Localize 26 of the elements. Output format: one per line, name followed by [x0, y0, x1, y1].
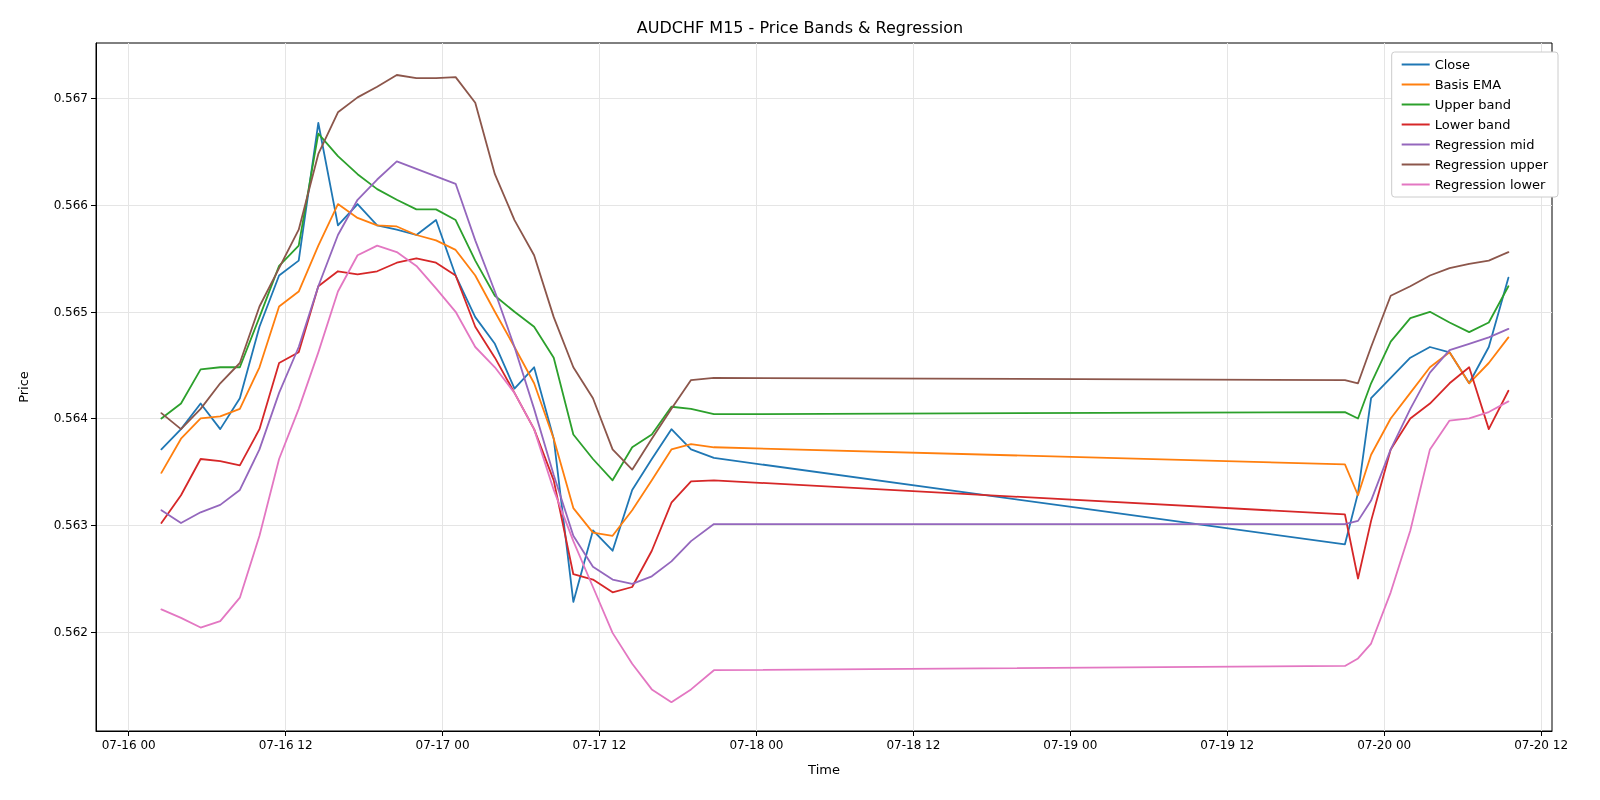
chart-title: AUDCHF M15 - Price Bands & Regression — [636, 17, 964, 37]
x-tick-label: 07-20 00 — [1357, 738, 1412, 752]
legend-label: Regression upper — [1434, 157, 1549, 172]
x-tick-label: 07-19 12 — [1200, 738, 1255, 752]
y-tick-label: 0.565 — [53, 304, 88, 319]
x-tick-label: 07-20 12 — [1514, 738, 1569, 752]
legend-label: Lower band — [1434, 117, 1511, 132]
x-axis-title: Time — [807, 762, 840, 777]
x-tick-label: 07-17 12 — [572, 738, 627, 752]
x-tick-label: 07-16 00 — [101, 738, 156, 752]
x-tick-label: 07-16 12 — [258, 738, 313, 752]
x-tick-label: 07-19 00 — [1043, 738, 1098, 752]
legend-label: Close — [1434, 57, 1471, 72]
y-tick-label: 0.562 — [53, 624, 88, 639]
legend-label: Regression mid — [1434, 137, 1535, 152]
y-axis-title: Price — [16, 371, 31, 403]
x-tick-label: 07-18 12 — [886, 738, 941, 752]
legend-label: Upper band — [1434, 97, 1511, 112]
x-tick-label: 07-18 00 — [729, 738, 784, 752]
y-tick-label: 0.563 — [53, 518, 88, 533]
y-tick-label: 0.567 — [53, 91, 88, 106]
legend-label: Regression lower — [1434, 177, 1547, 192]
y-tick-label: 0.564 — [53, 411, 88, 426]
x-tick-label: 07-17 00 — [415, 738, 470, 752]
legend-label: Basis EMA — [1434, 77, 1502, 92]
y-tick-label: 0.566 — [53, 198, 88, 213]
